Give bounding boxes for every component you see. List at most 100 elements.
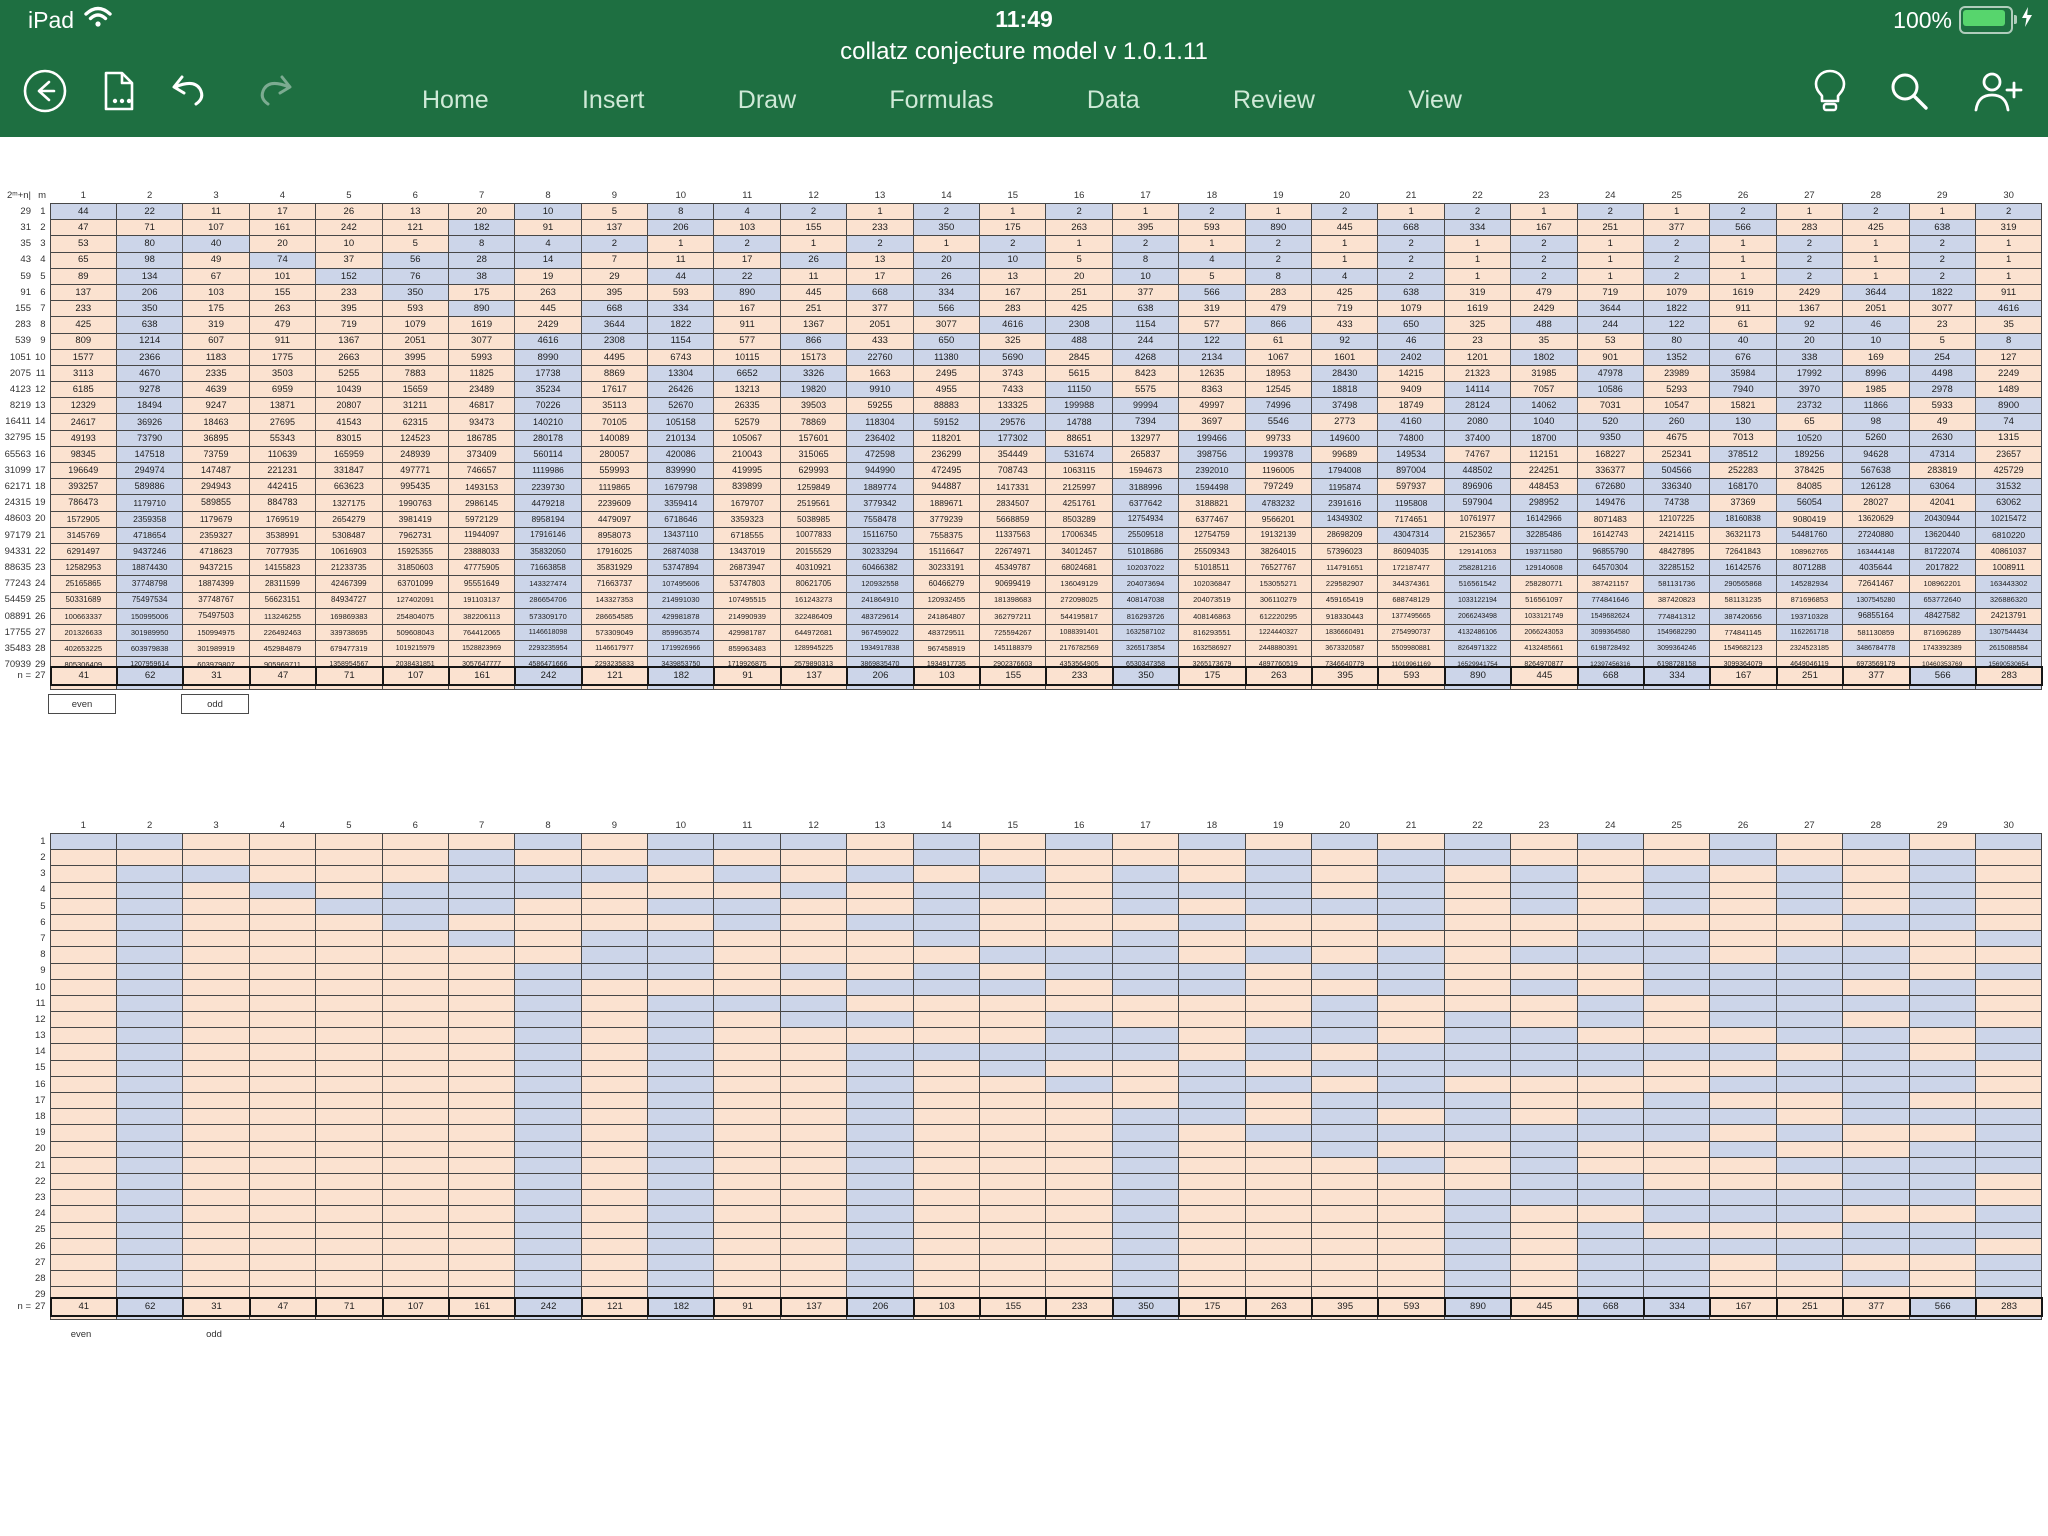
table2-cell-r19c7[interactable] bbox=[447, 1124, 516, 1142]
cell-r3c7[interactable]: 8 bbox=[447, 235, 516, 253]
cell-r16c21[interactable]: 149534 bbox=[1377, 445, 1445, 464]
cell-r16c7[interactable]: 373409 bbox=[447, 445, 516, 464]
table2-cell-r4c28[interactable] bbox=[1842, 881, 1910, 899]
table2-cell-r11c8[interactable] bbox=[514, 994, 582, 1013]
table2-cell-r13c25[interactable] bbox=[1642, 1027, 1711, 1045]
table2-cell-r8c8[interactable] bbox=[514, 946, 582, 964]
cell-r6c27[interactable]: 2429 bbox=[1775, 283, 1844, 302]
cell-r3c15[interactable]: 2 bbox=[979, 235, 1047, 253]
table2-cell-r19c19[interactable] bbox=[1244, 1124, 1313, 1142]
table2-cell-r15c10[interactable] bbox=[647, 1059, 715, 1077]
row-label-2m-plus-n[interactable]: 59 bbox=[0, 268, 35, 285]
table2-cell-r1c22[interactable] bbox=[1443, 832, 1512, 851]
table2-cell-r3c21[interactable] bbox=[1377, 865, 1445, 883]
table2-cell-r16c6[interactable] bbox=[381, 1075, 449, 1094]
cell-r27c20[interactable]: 1836660491 bbox=[1310, 623, 1379, 642]
cell-r24c2[interactable]: 37748798 bbox=[115, 575, 184, 593]
table2-cell-r2c4[interactable] bbox=[248, 849, 317, 867]
cell-r17c16[interactable]: 1063115 bbox=[1045, 461, 1113, 480]
row-label-m[interactable]: 17 bbox=[35, 462, 51, 479]
cell-r11c14[interactable]: 2495 bbox=[912, 364, 981, 383]
table2-cell-r7c30[interactable] bbox=[1974, 930, 2043, 948]
table2-cell-r6c1[interactable] bbox=[49, 913, 117, 932]
cell-r18c21[interactable]: 597937 bbox=[1377, 478, 1445, 496]
table2-cell-r4c30[interactable] bbox=[1974, 881, 2043, 899]
cell-r19c28[interactable]: 28027 bbox=[1842, 494, 1910, 512]
table2-cell-r15c3[interactable] bbox=[182, 1059, 250, 1077]
table2-cell-r17c26[interactable] bbox=[1709, 1091, 1777, 1110]
table2-cell-r26c4[interactable] bbox=[248, 1237, 317, 1255]
legend-even-swatch[interactable]: even bbox=[70, 1328, 92, 1340]
cell-r1c23[interactable]: 1 bbox=[1510, 202, 1578, 221]
table2-cell-r5c26[interactable] bbox=[1709, 897, 1777, 915]
table2-cell-r19c28[interactable] bbox=[1842, 1124, 1910, 1142]
table2-cell-r13c17[interactable] bbox=[1111, 1027, 1180, 1045]
row-label-2m-plus-n[interactable]: 31099 bbox=[0, 462, 35, 479]
cell-r28c10[interactable]: 1719926966 bbox=[647, 640, 715, 658]
table2-cell-r24c15[interactable] bbox=[979, 1205, 1047, 1223]
row-label-2m-plus-n[interactable]: 1051 bbox=[0, 349, 35, 366]
table2-cell-r3c24[interactable] bbox=[1576, 865, 1644, 883]
cell-r16c27[interactable]: 189256 bbox=[1775, 445, 1844, 464]
cell-r15c2[interactable]: 73790 bbox=[115, 429, 184, 447]
cell-r8c18[interactable]: 577 bbox=[1178, 316, 1246, 334]
cell-r10c17[interactable]: 4268 bbox=[1111, 348, 1180, 366]
cell-r16c8[interactable]: 560114 bbox=[514, 445, 582, 464]
cell-r12c15[interactable]: 7433 bbox=[979, 381, 1047, 399]
table2-cell-r5c8[interactable] bbox=[514, 897, 582, 915]
table2-cell-r14c6[interactable] bbox=[381, 1043, 449, 1061]
n27-cell-26[interactable]: 167 bbox=[1709, 1297, 1778, 1317]
table2-cell-r22c9[interactable] bbox=[580, 1172, 649, 1191]
cell-r11c18[interactable]: 12635 bbox=[1178, 364, 1246, 383]
table2-cell-r11c5[interactable] bbox=[315, 994, 383, 1013]
cell-r28c13[interactable]: 1934917838 bbox=[846, 640, 914, 658]
table2-cell-r16c7[interactable] bbox=[447, 1075, 516, 1094]
cell-r9c7[interactable]: 3077 bbox=[447, 332, 516, 350]
table2-cell-r9c28[interactable] bbox=[1842, 962, 1910, 980]
row-label-m[interactable]: 4 bbox=[35, 252, 51, 269]
cell-r18c19[interactable]: 797249 bbox=[1244, 478, 1313, 496]
table2-cell-r7c28[interactable] bbox=[1842, 930, 1910, 948]
table2-cell-r18c22[interactable] bbox=[1443, 1108, 1512, 1126]
table2-cell-r25c29[interactable] bbox=[1908, 1221, 1976, 1239]
cell-r7c4[interactable]: 263 bbox=[248, 300, 317, 318]
cell-r2c2[interactable]: 71 bbox=[115, 219, 184, 237]
table2-cell-r3c4[interactable] bbox=[248, 865, 317, 883]
cell-r19c11[interactable]: 1679707 bbox=[713, 494, 781, 512]
table2-cell-r1c7[interactable] bbox=[447, 832, 516, 851]
table2-cell-r13c24[interactable] bbox=[1576, 1027, 1644, 1045]
cell-r16c1[interactable]: 98345 bbox=[49, 445, 117, 464]
cell-r5c6[interactable]: 76 bbox=[381, 267, 449, 285]
cell-r9c13[interactable]: 433 bbox=[846, 332, 914, 350]
table2-col-header-14[interactable]: 14 bbox=[913, 818, 980, 834]
table2-cell-r14c15[interactable] bbox=[979, 1043, 1047, 1061]
table2-cell-r23c15[interactable] bbox=[979, 1189, 1047, 1207]
n27-cell-4[interactable]: 47 bbox=[248, 666, 318, 686]
cell-r25c17[interactable]: 408147038 bbox=[1111, 591, 1180, 609]
table2-cell-r27c9[interactable] bbox=[580, 1253, 649, 1272]
table2-cell-r1c19[interactable] bbox=[1244, 832, 1313, 851]
cell-r28c23[interactable]: 4132485661 bbox=[1510, 640, 1578, 658]
table2-cell-r3c29[interactable] bbox=[1908, 865, 1976, 883]
table2-cell-r23c22[interactable] bbox=[1443, 1189, 1512, 1207]
cell-r22c20[interactable]: 57396023 bbox=[1310, 542, 1379, 561]
cell-r24c28[interactable]: 72641467 bbox=[1842, 575, 1910, 593]
table2-cell-r4c19[interactable] bbox=[1244, 881, 1313, 899]
table2-cell-r15c19[interactable] bbox=[1244, 1059, 1313, 1077]
table2-cell-r22c16[interactable] bbox=[1045, 1172, 1113, 1191]
cell-r8c19[interactable]: 866 bbox=[1244, 316, 1313, 334]
table2-cell-r7c9[interactable] bbox=[580, 930, 649, 948]
table2-cell-r26c10[interactable] bbox=[647, 1237, 715, 1255]
cell-r26c20[interactable]: 918330443 bbox=[1310, 607, 1379, 625]
table2-cell-r5c4[interactable] bbox=[248, 897, 317, 915]
table2-cell-r17c12[interactable] bbox=[779, 1091, 848, 1110]
table2-col-header-19[interactable]: 19 bbox=[1245, 818, 1312, 834]
table2-cell-r12c1[interactable] bbox=[49, 1011, 117, 1029]
cell-r19c15[interactable]: 2834507 bbox=[979, 494, 1047, 512]
cell-r28c18[interactable]: 1632586927 bbox=[1178, 640, 1246, 658]
cell-r14c4[interactable]: 27695 bbox=[248, 413, 317, 431]
col-header-12[interactable]: 12 bbox=[780, 188, 847, 204]
table2-cell-r27c21[interactable] bbox=[1377, 1253, 1445, 1272]
table2-cell-r6c2[interactable] bbox=[115, 913, 184, 932]
n27-cell-27[interactable]: 251 bbox=[1775, 666, 1845, 686]
